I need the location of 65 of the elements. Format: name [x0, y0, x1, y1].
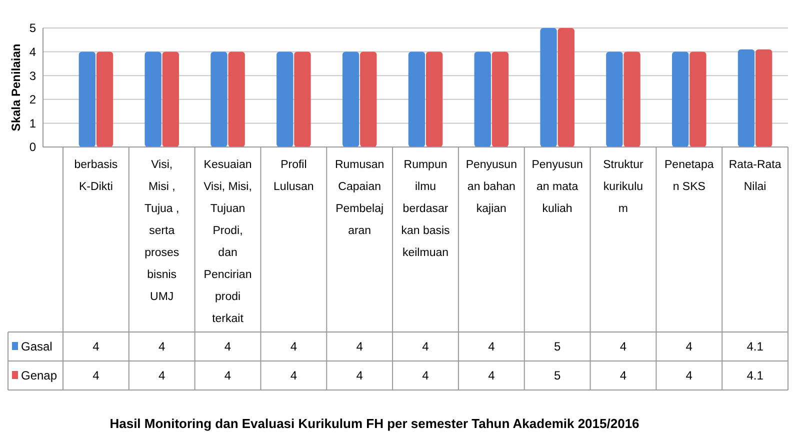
x-tick-label: Visi, Misi , Tujua , serta proses bisnis UMJ: [144, 159, 180, 303]
bar: [426, 52, 443, 147]
data-label: 5: [554, 368, 561, 383]
x-tick-label: Penyusun an bahan kajian: [466, 159, 517, 215]
bar: [360, 52, 377, 147]
x-tick-label: Rumusan Capaian Pembelaj aran: [334, 159, 384, 237]
y-tick-label: 3: [29, 68, 36, 83]
x-tick-label: Penetapa n SKS: [664, 159, 714, 193]
bar: [78, 52, 96, 147]
data-label: 4: [620, 368, 627, 383]
legend-label: Genap: [21, 368, 58, 383]
x-tick-label: berbasis K-Dikti: [74, 159, 118, 193]
bar: [738, 49, 755, 147]
data-label: 4: [488, 368, 496, 383]
bar: [606, 52, 623, 147]
legend-label: Gasal: [21, 340, 52, 354]
bar: [558, 28, 574, 147]
x-tick-label: Rata-Rata Nilai: [728, 159, 782, 193]
bar: [624, 52, 640, 147]
data-label: 4: [356, 368, 364, 383]
bar: [96, 52, 114, 147]
bar: [162, 52, 179, 147]
data-label: 4: [158, 368, 166, 383]
y-tick-label: 1: [29, 116, 36, 130]
x-tick-label: Profil Lulusan: [274, 159, 314, 193]
bar: [144, 52, 162, 147]
data-label: 4: [686, 368, 693, 383]
data-label: 4: [686, 340, 693, 354]
data-label: 4: [422, 340, 430, 354]
bar: [228, 52, 245, 147]
bar: [276, 52, 294, 147]
data-label: 4: [620, 340, 627, 354]
bar: [408, 52, 426, 147]
x-tick-label: Penyusun an mata kuliah: [532, 159, 583, 215]
bar: [342, 52, 360, 147]
data-label: 4: [158, 340, 166, 354]
x-tick-label: Struktur kurikulu m: [603, 159, 644, 215]
y-tick-label: 0: [29, 140, 36, 154]
data-label: 5: [554, 340, 561, 354]
bar: [294, 52, 311, 147]
y-tick-label: 2: [29, 92, 36, 107]
data-label: 4: [422, 368, 430, 383]
data-label: 4: [224, 340, 232, 354]
text: Hasil Monitoring dan Evaluasi Kurikulum FH per semester Tahun Akademik 2015/2016: [110, 416, 640, 431]
bar: [540, 28, 557, 147]
data-label: 4.1: [746, 340, 764, 354]
y-tick-label: 4: [29, 45, 36, 59]
data-label: 4: [356, 340, 364, 354]
bar: [474, 52, 491, 147]
x-tick-label: Rumpun ilmu berdasar kan basis keilmuan: [401, 159, 450, 259]
bar: [690, 52, 706, 147]
data-label: 4: [92, 368, 100, 383]
bar: [755, 49, 772, 147]
y-tick-label: 5: [29, 21, 36, 36]
x-tick-label: Kesuaian Visi, Misi, Tujuan Prodi, dan Pencirian prodi terkait: [204, 159, 252, 325]
data-label: 4: [224, 368, 232, 383]
data-label: 4: [92, 340, 100, 354]
bar: [210, 52, 228, 147]
bar: [672, 52, 689, 147]
bar: [492, 52, 509, 147]
data-label: 4: [290, 340, 298, 354]
data-label: 4: [290, 368, 298, 383]
data-label: 4.1: [746, 368, 764, 383]
data-label: 4: [488, 340, 496, 354]
y-axis-title: Skala Penilaian: [9, 44, 23, 132]
